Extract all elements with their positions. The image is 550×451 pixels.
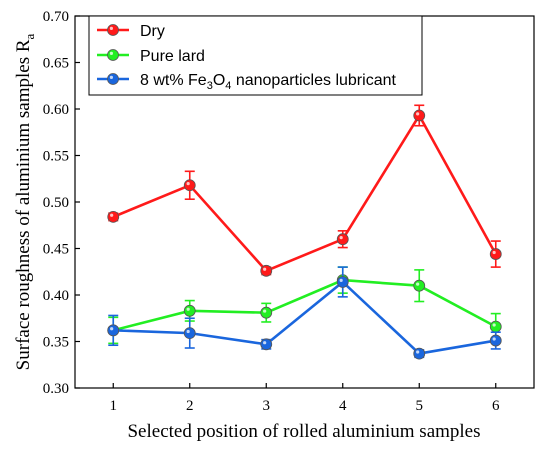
data-point	[260, 306, 273, 319]
y-tick-label: 0.70	[43, 9, 69, 25]
data-point	[489, 320, 502, 333]
legend-marker	[107, 24, 119, 36]
x-axis-title: Selected position of rolled aluminium sa…	[127, 421, 480, 442]
data-point-highlight	[339, 278, 343, 282]
legend-label-part: nanoparticles lubricant	[231, 72, 396, 89]
series-line	[112, 112, 497, 273]
y-axis-title: Surface roughness of aluminium samples R…	[13, 33, 37, 370]
series-1	[107, 104, 502, 277]
data-point-highlight	[416, 282, 420, 286]
data-point	[413, 109, 426, 122]
legend-marker-highlight	[109, 75, 113, 79]
data-point	[336, 233, 349, 246]
legend-marker-highlight	[109, 51, 113, 56]
legend-label-part: 8 wt% Fe	[140, 72, 207, 89]
data-point-highlight	[110, 327, 114, 331]
data-point-highlight	[416, 112, 420, 116]
y-tick-label: 0.50	[43, 195, 69, 211]
legend-marker	[107, 73, 119, 85]
legend-label-subscript: 4	[225, 80, 231, 92]
data-point-highlight	[492, 250, 496, 255]
data-point	[183, 304, 196, 317]
data-point	[107, 324, 120, 337]
y-tick-label: 0.45	[43, 242, 69, 258]
data-point-highlight	[263, 309, 267, 313]
legend-label-subscript: 3	[207, 80, 213, 92]
legend-marker	[107, 49, 119, 61]
y-tick-label: 0.60	[43, 102, 69, 118]
data-point-highlight	[263, 341, 267, 345]
legend-label-part: O	[213, 72, 225, 89]
legend-label: Pure lard	[140, 48, 205, 65]
data-point	[260, 338, 273, 351]
data-point-highlight	[186, 307, 190, 311]
legend: Dry Pure lard 8 wt% Fe3O4 nanoparticles lu…	[88, 15, 423, 96]
x-tick-label: 3	[263, 398, 271, 414]
data-point-highlight	[186, 182, 190, 186]
y-tick-label: 0.30	[43, 381, 69, 397]
data-point-highlight	[263, 267, 267, 271]
x-tick-label: 1	[110, 398, 118, 414]
y-axis-title-main: Surface roughness of aluminium samples R	[13, 39, 34, 370]
x-axis: 1 2 3 4 5 6	[110, 383, 500, 414]
legend-box	[88, 15, 423, 96]
data-point	[336, 276, 349, 288]
y-axis: 0.30 0.35 0.40 0.45 0.50 0.55 0.60 0.65 0.70	[43, 9, 80, 397]
series-layer	[107, 104, 502, 360]
data-point-highlight	[492, 337, 496, 341]
legend-label: Dry	[140, 23, 165, 40]
x-tick-label: 6	[492, 398, 500, 414]
data-point	[260, 264, 273, 277]
data-point-highlight	[339, 236, 343, 240]
data-point	[183, 179, 196, 192]
data-point	[107, 210, 120, 223]
data-point	[413, 279, 426, 292]
y-tick-label: 0.65	[43, 56, 69, 72]
data-point	[413, 347, 426, 360]
x-tick-label: 2	[186, 398, 194, 414]
y-tick-label: 0.35	[43, 335, 69, 351]
x-tick-label: 5	[416, 398, 424, 414]
data-point-highlight	[416, 350, 420, 354]
legend-marker-highlight	[109, 26, 113, 30]
series-line	[112, 278, 497, 332]
data-point-highlight	[492, 323, 496, 327]
data-point-highlight	[186, 329, 190, 334]
y-tick-label: 0.40	[43, 288, 69, 304]
data-point	[489, 334, 502, 347]
y-tick-label: 0.55	[43, 149, 69, 165]
y-axis-title-subscript: a	[22, 33, 37, 39]
x-tick-label: 4	[339, 398, 347, 414]
legend-label: 8 wt% Fe3O4 nanoparticles lubricant	[140, 72, 396, 92]
series-3	[107, 266, 502, 360]
data-point	[183, 327, 196, 340]
series-line	[113, 280, 496, 355]
data-point	[489, 248, 502, 260]
data-point-highlight	[110, 213, 114, 217]
